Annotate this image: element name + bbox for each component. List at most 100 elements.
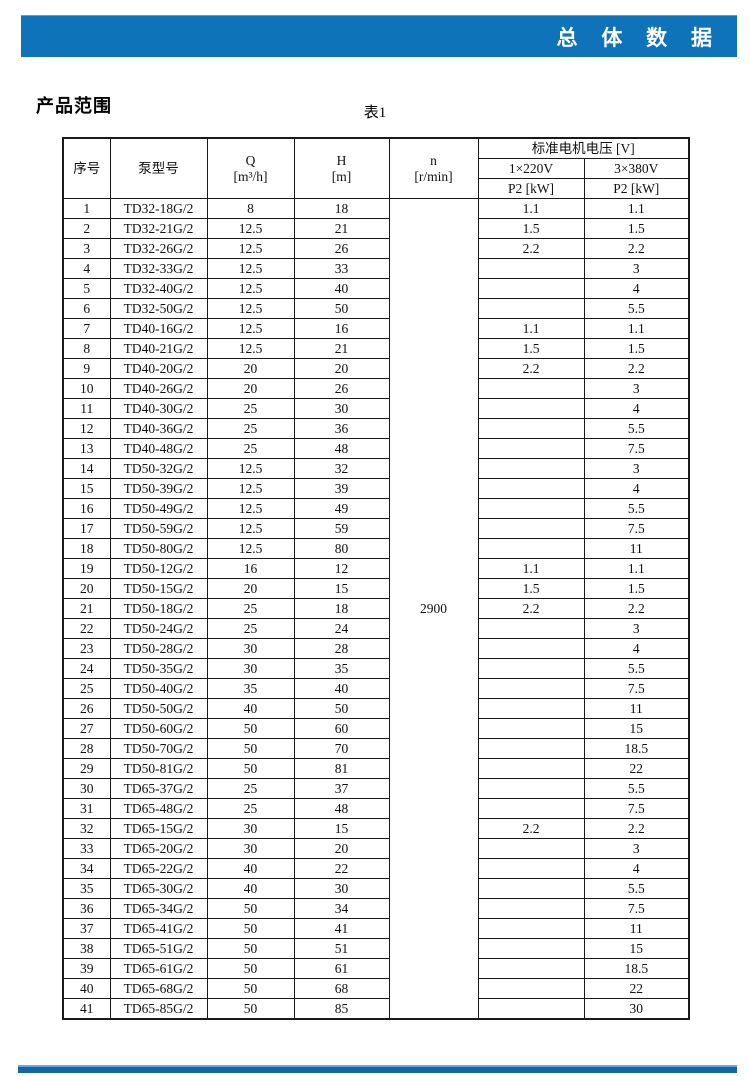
header-n-symbol: n [430,152,437,168]
table-row: 28 TD50-70G/2 50 70 18.5 [62,738,690,759]
cell-model: TD40-16G/2 [109,318,208,339]
table-row: 18 TD50-80G/2 12.5 80 11 [62,538,690,559]
cell-q: 30 [206,658,295,679]
cell-q: 12.5 [206,458,295,479]
cell-h: 40 [293,278,390,299]
cell-p2-220: 1.1 [477,558,585,579]
table-row: 9 TD40-20G/2 20 20 2.2 2.2 [62,358,690,379]
cell-model: TD50-70G/2 [109,738,208,759]
cell-q: 50 [206,958,295,979]
cell-p2-220 [477,378,585,399]
cell-no: 27 [62,718,111,739]
cell-model: TD65-30G/2 [109,878,208,899]
cell-h: 37 [293,778,390,799]
cell-p2-380: 2.2 [583,358,690,379]
cell-q: 35 [206,678,295,699]
cell-no: 10 [62,378,111,399]
table-row: 26 TD50-50G/2 40 50 11 [62,698,690,719]
cell-h: 50 [293,698,390,719]
table-row: 20 TD50-15G/2 20 15 1.5 1.5 [62,578,690,599]
cell-model: TD50-32G/2 [109,458,208,479]
table-row: 5 TD32-40G/2 12.5 40 4 [62,278,690,299]
cell-q: 20 [206,378,295,399]
cell-p2-380: 3 [583,378,690,399]
table-row: 36 TD65-34G/2 50 34 7.5 [62,898,690,919]
cell-no: 8 [62,338,111,359]
cell-p2-380: 22 [583,758,690,779]
table-row: 4 TD32-33G/2 12.5 33 3 [62,258,690,279]
cell-no: 16 [62,498,111,519]
cell-p2-380: 1.5 [583,218,690,239]
cell-p2-220 [477,978,585,999]
cell-h: 12 [293,558,390,579]
cell-p2-380: 4 [583,398,690,419]
cell-h: 15 [293,578,390,599]
cell-model: TD50-40G/2 [109,678,208,699]
cell-no: 13 [62,438,111,459]
cell-p2-220 [477,278,585,299]
cell-h: 59 [293,518,390,539]
cell-p2-220 [477,838,585,859]
cell-h: 20 [293,838,390,859]
cell-model: TD50-39G/2 [109,478,208,499]
cell-p2-220 [477,778,585,799]
cell-model: TD65-51G/2 [109,938,208,959]
header-voltage-group: 标准电机电压 [V] [477,137,690,159]
header-model: 泵型号 [109,137,208,199]
cell-p2-380: 1.1 [583,318,690,339]
cell-p2-220 [477,918,585,939]
cell-model: TD32-21G/2 [109,218,208,239]
cell-q: 8 [206,198,295,219]
cell-model: TD32-40G/2 [109,278,208,299]
cell-h: 48 [293,438,390,459]
header-no: 序号 [62,137,111,199]
header-voltage-380: 3×380V [583,158,690,179]
header-p2-380: P2 [kW] [583,178,690,199]
cell-p2-380: 11 [583,538,690,559]
cell-model: TD50-59G/2 [109,518,208,539]
cell-model: TD40-26G/2 [109,378,208,399]
table-row: 2 TD32-21G/2 12.5 21 1.5 1.5 [62,218,690,239]
cell-q: 20 [206,358,295,379]
cell-no: 24 [62,658,111,679]
cell-q: 50 [206,758,295,779]
cell-p2-220: 1.5 [477,218,585,239]
cell-q: 20 [206,578,295,599]
cell-p2-220 [477,898,585,919]
table-row: 35 TD65-30G/2 40 30 5.5 [62,878,690,899]
cell-q: 12.5 [206,478,295,499]
cell-p2-220 [477,298,585,319]
cell-h: 22 [293,858,390,879]
table-row: 27 TD50-60G/2 50 60 15 [62,718,690,739]
cell-no: 3 [62,238,111,259]
table-row: 14 TD50-32G/2 12.5 32 3 [62,458,690,479]
cell-model: TD65-34G/2 [109,898,208,919]
cell-p2-220 [477,618,585,639]
cell-p2-220: 2.2 [477,358,585,379]
cell-h: 49 [293,498,390,519]
cell-q: 25 [206,398,295,419]
cell-q: 16 [206,558,295,579]
cell-p2-380: 4 [583,278,690,299]
cell-no: 32 [62,818,111,839]
cell-no: 31 [62,798,111,819]
cell-model: TD32-18G/2 [109,198,208,219]
cell-h: 28 [293,638,390,659]
header-q-unit: [m³/h] [233,168,268,184]
cell-p2-380: 4 [583,858,690,879]
header-voltage-220: 1×220V [477,158,585,179]
cell-q: 50 [206,918,295,939]
cell-model: TD40-48G/2 [109,438,208,459]
cell-model: TD40-30G/2 [109,398,208,419]
cell-model: TD65-20G/2 [109,838,208,859]
cell-q: 12.5 [206,258,295,279]
cell-h: 85 [293,998,390,1020]
cell-q: 12.5 [206,218,295,239]
cell-p2-380: 1.5 [583,338,690,359]
cell-p2-380: 3 [583,458,690,479]
cell-p2-380: 7.5 [583,518,690,539]
header-q-symbol: Q [245,152,256,168]
cell-p2-220 [477,938,585,959]
cell-model: TD65-68G/2 [109,978,208,999]
table-header: 序号 泵型号 Q [m³/h] H [m] n [r/min] 标准电机电压 [… [62,137,690,199]
